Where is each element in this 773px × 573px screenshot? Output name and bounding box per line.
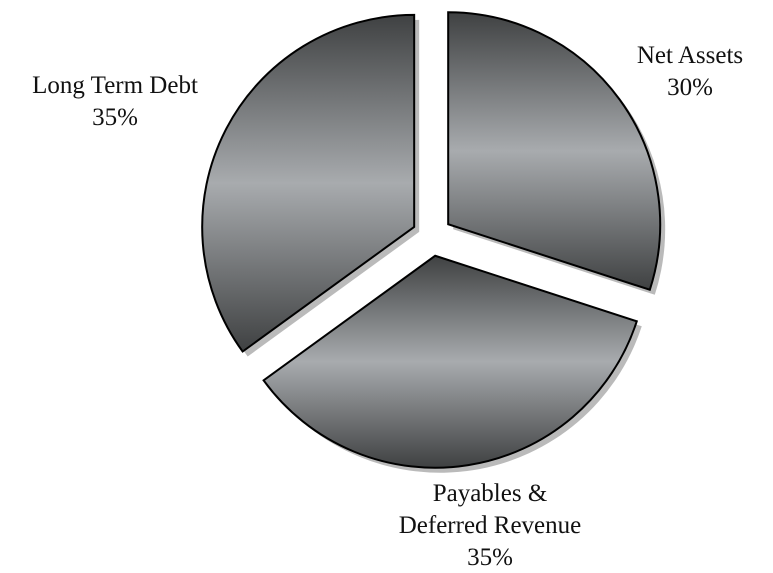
value-label: 30%	[667, 74, 713, 101]
category-label: Net Assets	[636, 42, 744, 69]
category-label: Payables & Deferred Revenue	[398, 480, 582, 539]
value-label: 35%	[92, 104, 138, 131]
slice-label: Long Term Debt 35%	[15, 70, 215, 134]
category-label: Long Term Debt	[32, 72, 198, 99]
slice	[201, 13, 416, 353]
slice	[262, 254, 639, 469]
value-label: 35%	[467, 544, 513, 571]
slice	[447, 11, 662, 292]
slice-label: Payables & Deferred Revenue 35%	[390, 478, 590, 573]
slice-label: Net Assets 30%	[590, 40, 773, 104]
